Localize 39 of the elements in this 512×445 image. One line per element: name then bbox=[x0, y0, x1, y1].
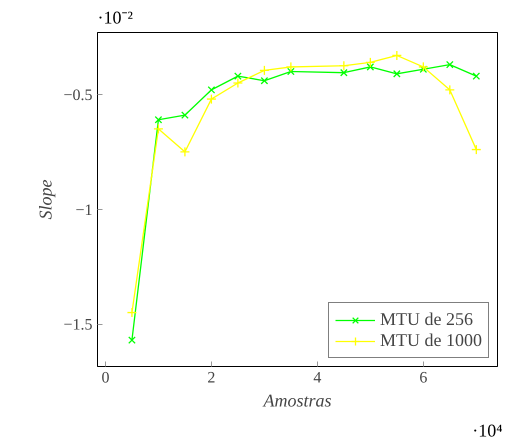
text: ·10⁴ bbox=[472, 420, 503, 440]
point bbox=[234, 72, 242, 80]
legend-label: MTU de 1000 bbox=[380, 330, 482, 351]
point bbox=[259, 65, 270, 76]
legend-label: MTU de 256 bbox=[380, 309, 473, 330]
y-axis-title: Slope bbox=[35, 179, 56, 220]
point bbox=[128, 336, 136, 344]
x-tick-label: 0 bbox=[101, 370, 110, 386]
point bbox=[154, 116, 162, 124]
y-tick-label: −0.5 bbox=[63, 86, 93, 104]
point bbox=[471, 144, 482, 155]
y-tick-label: −1 bbox=[75, 202, 93, 219]
point bbox=[366, 63, 374, 71]
point bbox=[338, 60, 350, 71]
point bbox=[232, 78, 244, 88]
point bbox=[340, 68, 348, 77]
point bbox=[444, 84, 455, 96]
y-tick-label: −1.5 bbox=[63, 316, 93, 334]
point bbox=[472, 72, 480, 80]
point bbox=[392, 50, 402, 61]
x-axis-title: Amostras bbox=[262, 390, 332, 410]
point bbox=[153, 124, 164, 134]
point bbox=[287, 68, 295, 76]
point bbox=[206, 94, 217, 104]
point bbox=[418, 62, 428, 72]
point bbox=[260, 76, 268, 85]
x-tick-label: 4 bbox=[313, 370, 322, 386]
x-tick-label: 6 bbox=[419, 370, 428, 386]
point bbox=[393, 70, 401, 78]
point bbox=[126, 307, 138, 318]
point bbox=[446, 60, 454, 68]
point bbox=[365, 57, 376, 68]
point bbox=[286, 62, 296, 72]
point bbox=[180, 146, 190, 158]
point bbox=[181, 111, 189, 119]
text: ·10⁻² bbox=[98, 8, 133, 28]
x-tick-label: 2 bbox=[207, 370, 216, 386]
point bbox=[419, 65, 428, 74]
point bbox=[208, 86, 216, 94]
